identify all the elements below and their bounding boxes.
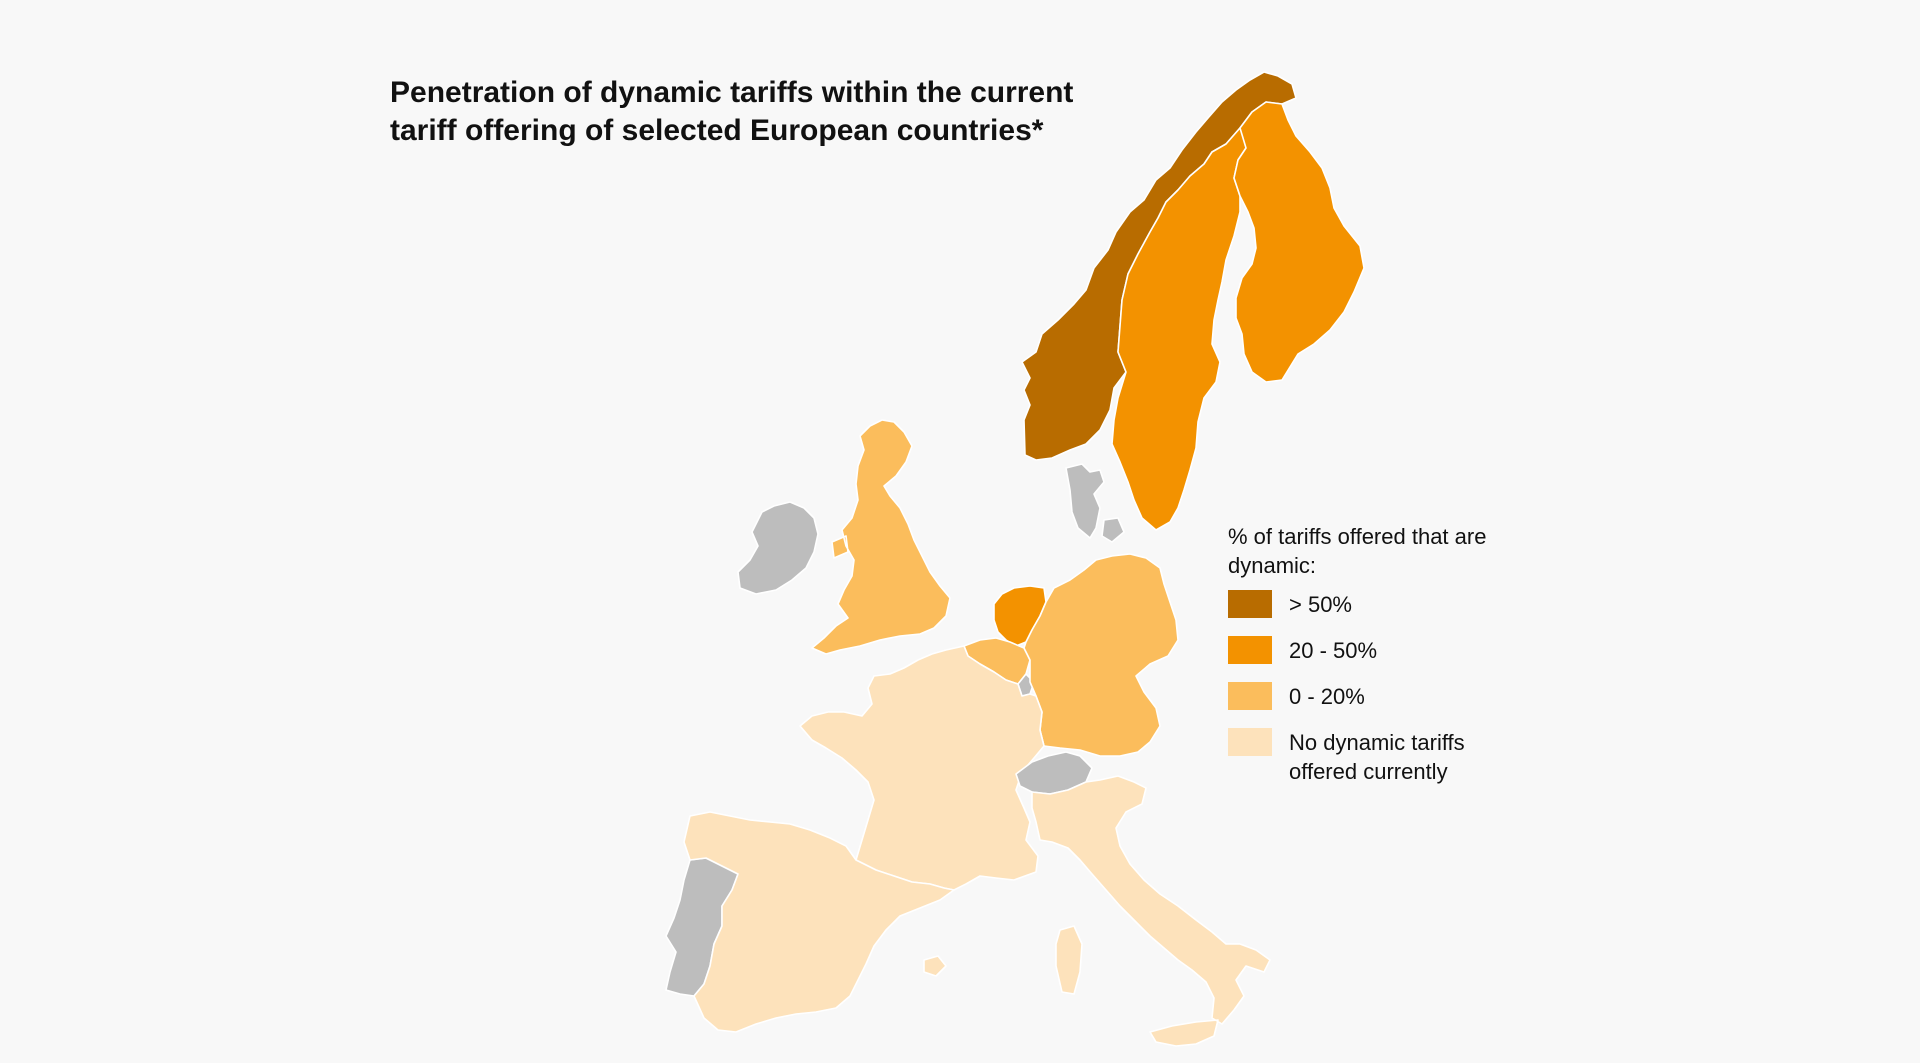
legend-swatch-over-50 xyxy=(1228,590,1272,618)
country-uk xyxy=(811,419,951,655)
legend-label-none: No dynamic tariffs offered currently xyxy=(1289,730,1465,784)
country-denmark xyxy=(1065,463,1125,543)
legend-title: % of tariffs offered that are dynamic: xyxy=(1228,524,1487,578)
legend-swatch-0-20 xyxy=(1228,682,1272,710)
country-sweden xyxy=(1111,127,1253,531)
country-ireland xyxy=(737,501,819,595)
legend-item-0-20: 0 - 20% xyxy=(1228,682,1548,711)
legend: % of tariffs offered that are dynamic: >… xyxy=(1228,522,1548,803)
country-spain xyxy=(683,811,955,1033)
legend-label-20-50: 20 - 50% xyxy=(1289,638,1378,663)
country-germany xyxy=(1023,553,1179,757)
legend-label-0-20: 0 - 20% xyxy=(1289,684,1365,709)
country-switzerland xyxy=(1015,751,1093,795)
legend-item-20-50: 20 - 50% xyxy=(1228,636,1548,665)
legend-label-over-50: > 50% xyxy=(1289,592,1352,617)
legend-item-over-50: > 50% xyxy=(1228,590,1548,619)
legend-swatch-20-50 xyxy=(1228,636,1272,664)
country-italy xyxy=(1031,775,1271,1047)
legend-swatch-none xyxy=(1228,728,1272,756)
country-finland xyxy=(1233,101,1365,383)
legend-item-none: No dynamic tariffs offered currently xyxy=(1228,728,1548,786)
map-title: Penetration of dynamic tariffs within th… xyxy=(390,76,1074,147)
